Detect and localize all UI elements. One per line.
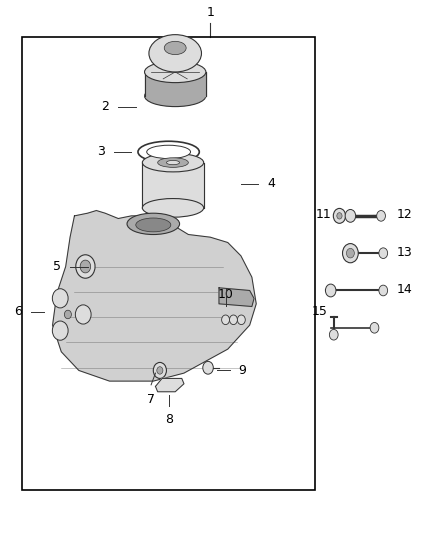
- Ellipse shape: [166, 160, 180, 165]
- Text: 15: 15: [311, 305, 327, 318]
- Ellipse shape: [138, 141, 199, 163]
- Ellipse shape: [145, 61, 206, 83]
- Ellipse shape: [147, 145, 191, 159]
- Text: 13: 13: [396, 246, 412, 259]
- Circle shape: [343, 244, 358, 263]
- Text: 9: 9: [239, 364, 247, 377]
- Circle shape: [325, 284, 336, 297]
- Circle shape: [157, 367, 163, 374]
- Text: 8: 8: [165, 413, 173, 425]
- Circle shape: [329, 329, 338, 340]
- Ellipse shape: [142, 199, 204, 217]
- Text: 4: 4: [267, 177, 275, 190]
- Polygon shape: [155, 378, 184, 392]
- Circle shape: [237, 315, 245, 325]
- Text: 6: 6: [14, 305, 22, 318]
- Circle shape: [379, 285, 388, 296]
- Circle shape: [52, 321, 68, 340]
- Text: 10: 10: [218, 288, 233, 301]
- Bar: [22, 37, 315, 490]
- Text: 14: 14: [396, 283, 412, 296]
- Circle shape: [76, 255, 95, 278]
- Circle shape: [377, 211, 385, 221]
- Circle shape: [379, 248, 388, 259]
- Polygon shape: [53, 211, 256, 381]
- Circle shape: [370, 322, 379, 333]
- Polygon shape: [142, 163, 204, 208]
- Circle shape: [75, 305, 91, 324]
- Circle shape: [203, 361, 213, 374]
- Circle shape: [333, 208, 346, 223]
- Circle shape: [337, 213, 342, 219]
- Polygon shape: [145, 72, 206, 96]
- Ellipse shape: [145, 85, 206, 107]
- Circle shape: [345, 209, 356, 222]
- Circle shape: [222, 315, 230, 325]
- Circle shape: [346, 248, 354, 258]
- Text: 2: 2: [102, 100, 110, 113]
- Ellipse shape: [142, 154, 204, 172]
- Ellipse shape: [158, 158, 188, 167]
- Text: 5: 5: [53, 260, 61, 273]
- Text: 1: 1: [206, 6, 214, 19]
- Text: 7: 7: [147, 393, 155, 406]
- Ellipse shape: [164, 42, 186, 55]
- Circle shape: [80, 260, 91, 273]
- Ellipse shape: [136, 218, 171, 232]
- Ellipse shape: [149, 35, 201, 72]
- Text: 12: 12: [396, 208, 412, 221]
- Text: 11: 11: [315, 208, 331, 221]
- Polygon shape: [219, 288, 254, 306]
- Text: 3: 3: [97, 146, 105, 158]
- Circle shape: [230, 315, 237, 325]
- Circle shape: [153, 362, 166, 378]
- Circle shape: [53, 289, 68, 308]
- Ellipse shape: [127, 213, 180, 235]
- Circle shape: [64, 310, 71, 319]
